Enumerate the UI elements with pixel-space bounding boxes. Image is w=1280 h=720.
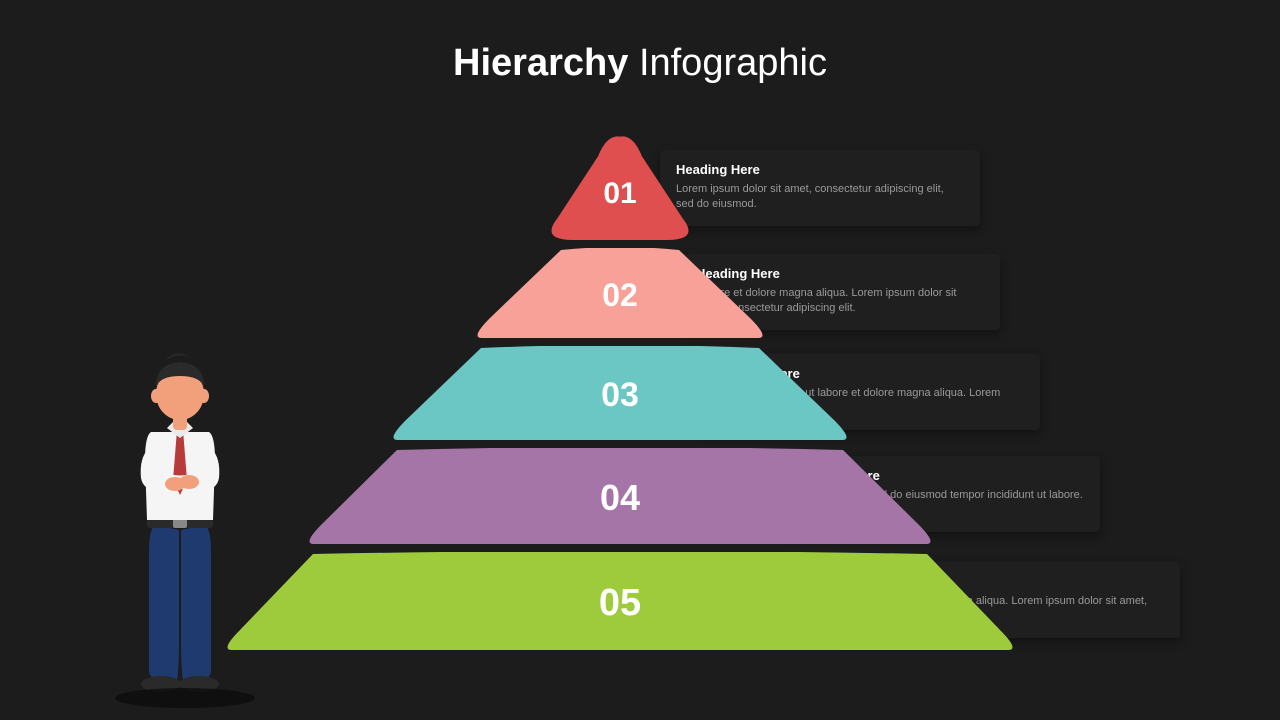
slide-title: Hierarchy Infographic — [0, 0, 1280, 85]
title-bold: Hierarchy — [453, 42, 628, 84]
tier-number-5: 05 — [599, 582, 641, 625]
tier-number-4: 04 — [600, 477, 640, 519]
pyramid-tier-4: 04 — [292, 448, 948, 544]
pyramid-tier-3: 03 — [376, 346, 864, 440]
stage: Heading Here Lorem ipsum dolor sit amet, … — [0, 130, 1280, 710]
tier-number-2: 02 — [602, 277, 638, 314]
title-light: Infographic — [639, 42, 827, 84]
tier-number-1: 01 — [603, 177, 636, 211]
pyramid-tier-1: 01 — [540, 130, 700, 240]
tier-heading-1: Heading Here — [676, 162, 964, 177]
tier-body-1: Lorem ipsum dolor sit amet, consectetur … — [676, 182, 964, 212]
pyramid-tier-2: 02 — [460, 248, 780, 338]
pyramid-tier-5: 05 — [210, 552, 1030, 650]
tier-number-3: 03 — [601, 376, 639, 415]
tier-panel-1: Heading Here Lorem ipsum dolor sit amet, … — [660, 150, 980, 226]
person-shadow — [115, 688, 255, 708]
